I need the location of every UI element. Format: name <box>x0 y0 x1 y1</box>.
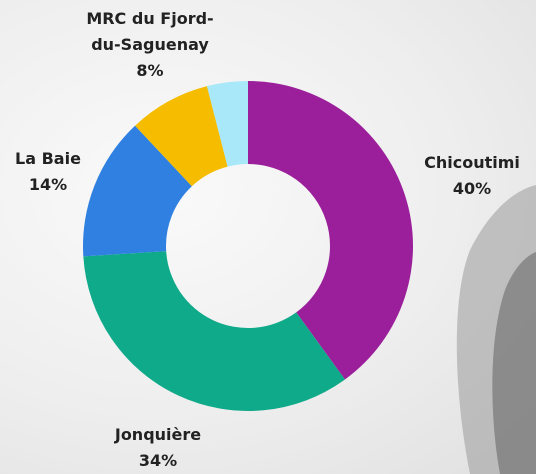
value-label: 34% <box>138 451 178 470</box>
slice-label: La Baie 14% <box>0 146 98 198</box>
slice-label: Chicoutimi 40% <box>402 150 536 202</box>
slice-label: MRC du Fjord-du-Saguenay 8% <box>78 6 223 84</box>
category-label: La Baie <box>15 149 81 168</box>
category-label: Jonquière <box>114 425 202 444</box>
value-label: 14% <box>28 175 68 194</box>
donut-slice <box>206 81 248 167</box>
donut-slice <box>83 251 345 412</box>
donut-slice <box>135 86 228 187</box>
value-label: 8% <box>136 61 164 80</box>
background-photo-shadow <box>492 252 536 474</box>
category-label: MRC du Fjord-du-Saguenay <box>86 9 214 54</box>
donut-slice <box>248 81 413 380</box>
donut-slice <box>83 125 192 257</box>
category-label: Chicoutimi <box>424 153 520 172</box>
value-label: 40% <box>452 179 492 198</box>
slice-label: Jonquière 34% <box>98 422 218 474</box>
